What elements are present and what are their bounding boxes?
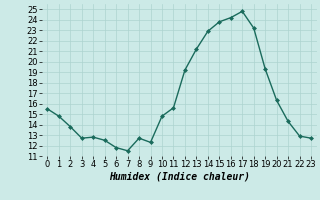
X-axis label: Humidex (Indice chaleur): Humidex (Indice chaleur) — [109, 172, 250, 182]
